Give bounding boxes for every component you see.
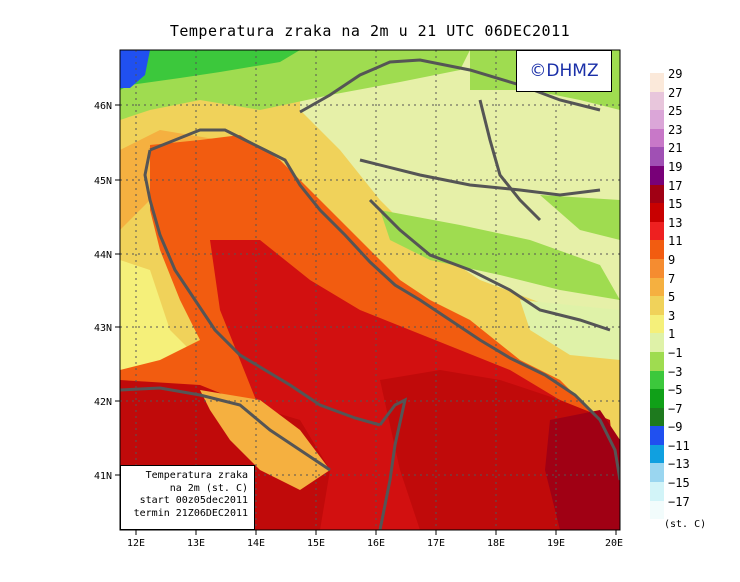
- legend-label: 19: [668, 159, 683, 174]
- legend-label: 15: [668, 197, 683, 212]
- info-line: start 00z05dec2011: [139, 495, 248, 506]
- legend-label: 23: [668, 122, 683, 137]
- serbia-cold-field: [540, 195, 620, 240]
- legend-swatch: [650, 258, 664, 278]
- south-italy-field: [200, 390, 330, 490]
- info-line: na 2m (st. C): [169, 482, 248, 494]
- legend-label: −3: [668, 364, 683, 379]
- legend-label: 17: [668, 178, 683, 193]
- legend-label: 7: [668, 271, 676, 286]
- legend-label: −7: [668, 401, 683, 416]
- y-tick-label: 46N: [94, 101, 112, 112]
- legend-unit: (st. C): [664, 519, 707, 530]
- legend-swatch: [650, 240, 664, 259]
- southeast-cool-field: [520, 300, 620, 360]
- map-title: Temperatura zraka na 2m u 21 UTC 06DEC20…: [169, 22, 571, 40]
- alps-coldest-field: [120, 50, 150, 88]
- serbia-border: [478, 99, 542, 222]
- italy-east-coast: [143, 149, 381, 427]
- y-tick-label: 42N: [94, 397, 112, 408]
- plot-frame: [119, 49, 621, 531]
- legend-swatch: [650, 128, 664, 148]
- legend-label: 3: [668, 308, 676, 323]
- legend-label: −9: [668, 420, 683, 435]
- y-tick-label: 41N: [94, 471, 112, 482]
- legend-label: 11: [668, 234, 683, 249]
- legend-label: 27: [668, 85, 683, 100]
- x-tick-label: 12E: [127, 538, 145, 549]
- coastlines: [120, 58, 620, 530]
- tick-marks: [115, 104, 617, 535]
- alps-colder-field: [120, 50, 300, 90]
- legend-swatch: [650, 333, 664, 352]
- italy-mild-field: [120, 260, 240, 390]
- x-tick-label: 13E: [187, 538, 205, 549]
- legend-swatch: [650, 389, 664, 408]
- legend-swatch: [650, 407, 664, 427]
- legend-label: 9: [668, 252, 676, 267]
- legend-label: 29: [668, 67, 683, 81]
- x-tick-label: 14E: [247, 538, 265, 549]
- legend-swatch: [650, 73, 664, 92]
- bosnia-border: [368, 198, 611, 332]
- legend-label: −11: [668, 438, 690, 453]
- x-tick-label: 20E: [605, 538, 623, 549]
- legend-swatch: [650, 203, 664, 222]
- legend-label: −1: [668, 345, 683, 360]
- legend-label: 21: [668, 141, 683, 156]
- legend-swatch: [650, 500, 664, 520]
- legend-swatch: [650, 463, 664, 483]
- map-fields: [120, 50, 620, 530]
- legend-swatch: [650, 351, 664, 371]
- legend-label: 5: [668, 290, 676, 305]
- legend-label: 13: [668, 215, 683, 230]
- legend-swatch: [650, 184, 664, 204]
- legend-swatch: [650, 296, 664, 315]
- y-tick-label: 44N: [94, 250, 112, 261]
- legend-swatch: [650, 314, 664, 334]
- sava-border: [359, 158, 601, 197]
- legend-swatch: [650, 482, 664, 501]
- legend-swatch: [650, 370, 664, 390]
- legend-swatch: [650, 147, 664, 166]
- gridlines: [120, 50, 620, 530]
- x-tick-label: 17E: [427, 538, 445, 549]
- info-line: Temperatura zraka: [145, 470, 248, 481]
- legend-swatch: [650, 426, 664, 445]
- info-line: termin 21Z06DEC2011: [133, 507, 248, 519]
- legend-swatch: [650, 91, 664, 111]
- italy-south-coast: [120, 386, 331, 472]
- bosnia-cold-field: [380, 210, 620, 300]
- dhmz-logo: ©DHMZ: [516, 50, 612, 92]
- x-tick-label: 19E: [547, 538, 565, 549]
- legend-label: −5: [668, 383, 683, 398]
- legend-swatch: [650, 221, 664, 241]
- gargano-coast: [378, 397, 408, 530]
- legend-label: −13: [668, 457, 690, 472]
- legend-label: −17: [668, 494, 690, 509]
- y-tick-label: 43N: [94, 323, 112, 334]
- info-box: Temperatura zraka na 2m (st. C) start 00…: [120, 465, 255, 530]
- x-tick-label: 16E: [367, 538, 385, 549]
- north-border: [299, 58, 601, 114]
- legend-label: 1: [668, 327, 676, 342]
- legend-swatch: [650, 444, 664, 464]
- adriatic-east-coast: [149, 128, 620, 481]
- legend-swatch: [650, 165, 664, 185]
- legend-swatch: [650, 110, 664, 129]
- x-tick-labels: 12E 13E 14E 15E 16E 17E 18E 19E 20E: [127, 538, 623, 549]
- y-tick-label: 45N: [94, 176, 112, 187]
- legend-label: 25: [668, 104, 683, 119]
- legend-swatch: [650, 277, 664, 297]
- y-tick-labels: 46N 45N 44N 43N 42N 41N: [94, 101, 112, 482]
- albania-coast-field: [545, 410, 620, 530]
- x-tick-label: 15E: [307, 538, 325, 549]
- legend-label: −15: [668, 476, 690, 491]
- x-tick-label: 18E: [487, 538, 505, 549]
